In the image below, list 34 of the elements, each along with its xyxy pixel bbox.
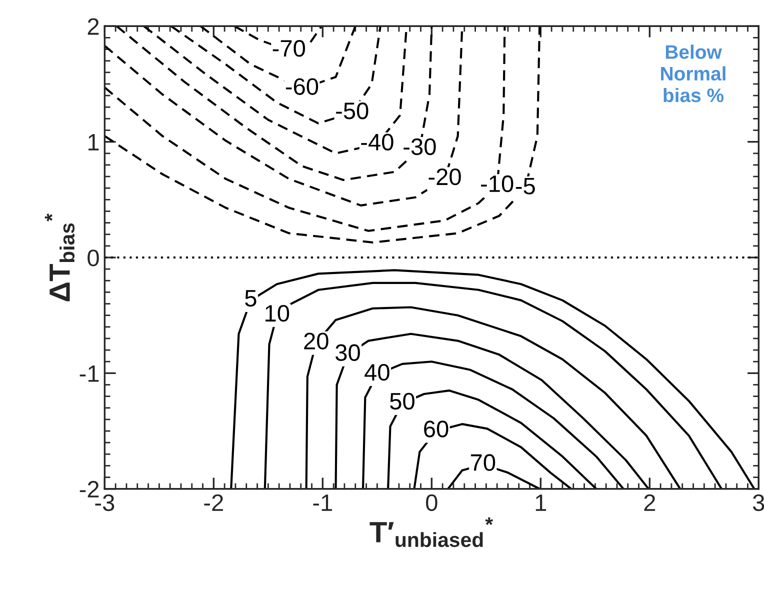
series-label: 30 [336,344,360,362]
series-label: 60 [424,420,448,438]
series-label: 70 [470,454,496,471]
series-label: -5 [516,178,535,194]
series-label: -10 [481,175,514,192]
series-label: 20 [304,332,328,350]
y-axis-title: ΔT$_{bias}$$^{*}$ [44,214,75,302]
y-tick-label: -1 [80,365,99,382]
x-tick-label: 2 [644,494,656,511]
series-label: -60 [286,78,318,95]
x-tick-label: 1 [536,494,546,511]
x-tick-label: 0 [426,494,438,512]
x-axis-title: T′$_{unbiased}$$^{*}$ [370,517,494,548]
series-label: -50 [336,102,368,120]
series-label: -20 [428,168,461,186]
line-series [334,332,650,489]
line-series [387,389,598,489]
y-tick-label: 2 [88,18,99,35]
line-series [263,282,723,489]
line-series [230,269,756,489]
series-label: -40 [361,134,394,150]
series-label: -30 [404,138,436,156]
x-tick-label: -1 [313,494,332,511]
series-label: 50 [390,392,414,410]
x-tick-label: -2 [204,494,223,511]
series-label: 40 [364,364,390,381]
series-label: -70 [272,40,306,57]
x-tick-label: 3 [752,494,764,512]
series-label: 10 [266,304,290,322]
line-series [362,360,625,489]
y-tick-label: 0 [88,250,99,266]
annotation: Below Normal bias % [661,44,726,102]
line-series [170,26,382,125]
y-tick-label: 1 [88,134,99,150]
